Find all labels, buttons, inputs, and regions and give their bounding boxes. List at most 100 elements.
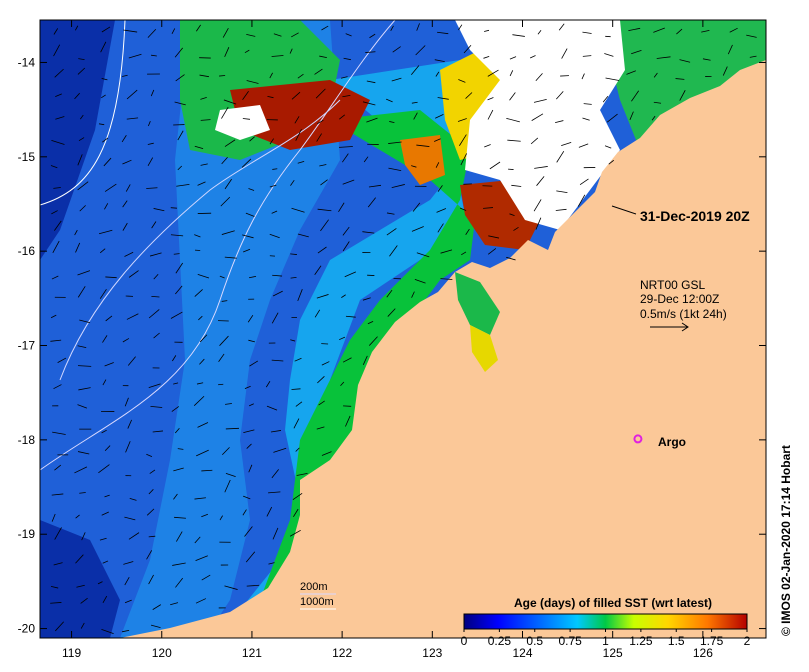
current-vector [101,78,108,81]
current-vector [265,380,271,388]
current-vector [555,208,567,211]
current-vector [149,252,162,257]
current-vector [195,598,207,604]
current-vector [151,295,160,298]
current-vector [221,230,235,235]
current-vector [269,184,277,188]
current-vector [150,89,155,97]
current-vector [149,469,156,474]
current-vector [290,179,295,186]
current-vector [465,228,470,235]
current-vector [272,527,279,540]
current-vector [362,231,375,234]
current-vector [297,160,305,164]
current-vector [391,184,405,189]
current-vector [317,246,327,254]
current-vector [76,584,85,588]
current-vector [437,97,449,100]
current-vector [173,493,178,500]
current-vector [388,141,402,144]
current-vector [199,358,205,365]
current-vector [245,212,255,217]
current-vector [458,24,463,31]
current-vector [102,335,108,343]
no-data-cloud [455,20,625,230]
current-vector [582,31,592,34]
current-vectors [50,23,757,635]
current-vector [321,361,330,366]
ocean-green-coastal [235,110,475,638]
current-vector [147,157,154,166]
current-vector [221,300,228,302]
current-vector [318,400,325,406]
current-vector [242,509,247,516]
current-vector [128,532,140,540]
current-vector [50,314,57,319]
current-vector [53,384,62,390]
current-vector [123,29,138,33]
current-vector [509,70,514,77]
current-vector [604,53,614,57]
current-vector [412,202,421,212]
colorbar-tick-label: 1.75 [700,634,724,648]
current-vector [77,154,83,166]
current-vector [200,119,211,121]
current-vector [268,491,281,494]
current-vector [342,241,350,252]
colorbar-ticks: 0 0.25 0.5 0.75 1 1.25 1.5 1.75 2 [461,629,751,648]
current-vector [194,234,201,238]
current-vector [675,78,685,80]
current-vector [291,32,299,38]
current-vector [321,451,332,456]
current-vector [315,88,326,99]
current-vector [295,447,300,452]
current-vector [171,28,176,35]
contour-label-200m: 200m [300,581,328,593]
current-vector [175,285,183,295]
current-vector [291,91,301,100]
current-vector [101,94,106,99]
date-pointer-line [611,205,637,215]
copyright-text: © IMOS 02-Jan-2020 17:14 Hobart [779,445,793,636]
current-vector [291,207,305,213]
current-vector [201,513,209,518]
current-vector [102,137,109,143]
current-vector [676,28,683,35]
current-vector [53,28,59,35]
ocean-red-patch [230,80,370,150]
current-vector [338,336,346,341]
current-vector [224,47,230,57]
current-vector [196,382,204,385]
current-vector [224,479,231,493]
current-vector [386,228,397,236]
current-vector [201,574,211,581]
current-vector [317,119,324,125]
current-vector [340,381,345,387]
date-label: 31-Dec-2019 20Z [640,208,750,224]
contour-label-1000m: 1000m [300,596,334,608]
lat-tick-label: -14 [18,55,36,69]
current-vector [535,73,543,81]
current-vector [369,33,376,39]
land-inlet-king-sound [455,272,500,335]
current-vector [413,112,418,120]
current-vector [269,233,280,239]
argo-float-marker[interactable] [633,434,643,444]
bathymetry-contour-1000m [40,20,126,206]
current-vector [366,80,376,84]
current-vector [194,536,201,544]
current-vector [272,168,278,170]
current-vector [200,163,208,166]
current-vector [533,199,542,212]
current-vector [345,33,352,37]
current-vector [100,41,107,53]
current-vector [174,47,184,58]
current-vector [153,208,165,212]
current-vector [51,140,65,145]
current-vector [75,554,84,564]
current-vector [459,134,467,146]
current-vector [530,137,539,145]
current-vector [176,184,190,187]
current-vector [78,387,91,391]
current-vector [127,356,136,366]
